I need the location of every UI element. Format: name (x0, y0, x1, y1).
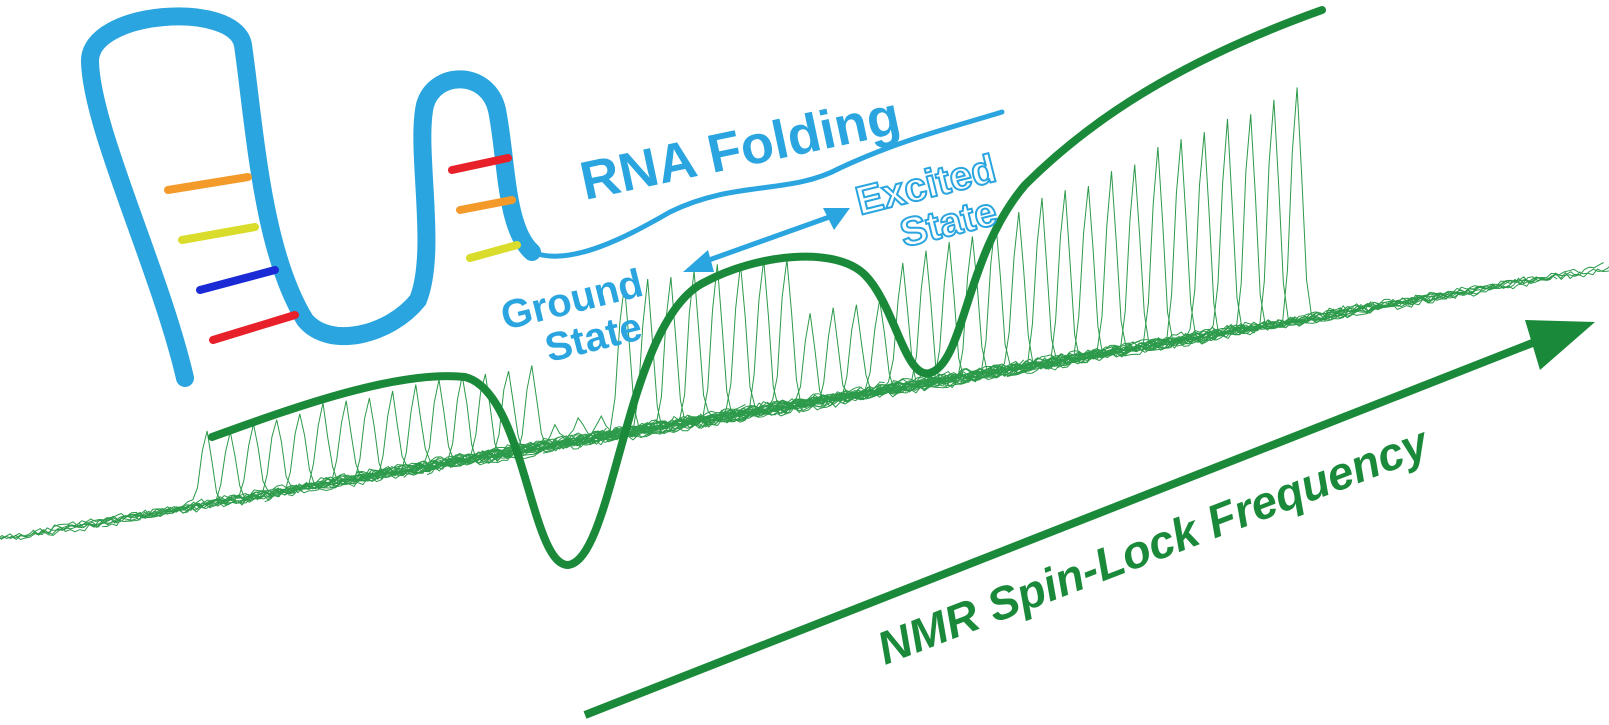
base-pair (168, 177, 248, 190)
spectrum (984, 114, 1604, 379)
base-pair (182, 227, 255, 240)
excited-state-label: Excited State (852, 144, 1022, 265)
axis-label: NMR Spin-Lock Frequency (870, 415, 1437, 674)
base-pair (200, 270, 275, 290)
illustration: NMR Spin-Lock Frequency RNA Folding Grou… (0, 0, 1609, 725)
spectrum (1007, 100, 1609, 377)
spectrum (56, 403, 676, 532)
ground-state-label: Ground State (497, 258, 669, 379)
rna-hairpins (90, 16, 532, 378)
arrowhead (683, 250, 714, 272)
spectrum (195, 376, 815, 507)
base-pair (213, 315, 295, 340)
page: NMR Spin-Lock Frequency RNA Folding Grou… (0, 0, 1609, 725)
base-pair (470, 245, 517, 258)
energy-envelope (212, 10, 1322, 565)
base-pairs (168, 158, 517, 340)
spectrum (1030, 87, 1609, 369)
spectrum (798, 190, 1418, 410)
axis-arrowhead (1525, 320, 1595, 370)
